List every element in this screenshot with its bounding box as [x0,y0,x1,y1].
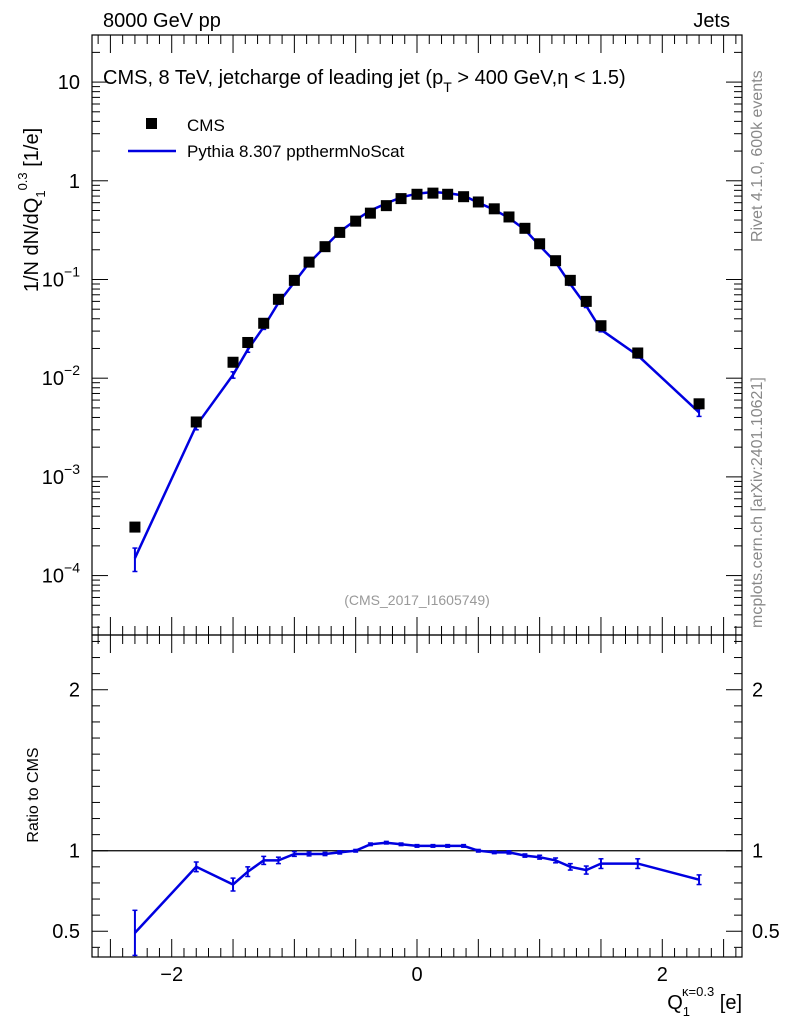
cms-data-point [350,215,362,227]
ratio-y-axis-label: Ratio to CMS [25,747,42,842]
rivet-version-label: Rivet 4.1.0, 600k events [749,70,766,242]
cms-data-point [472,196,484,208]
x-axis-label-sup: κ=0.3 [682,984,714,999]
main-y-tick-label: 10−1 [42,263,80,291]
mcplots-label: mcplots.cern.ch [arXiv:2401.10621] [749,377,766,628]
cms-data-point [534,238,546,250]
plot-title: CMS, 8 TeV, jetcharge of leading jet (pT… [103,67,626,95]
ratio-y-tick-label-right: 1 [752,841,763,863]
cms-data-point [364,207,376,219]
cms-data-point [380,200,392,212]
ratio-y-tick-label-right: 0.5 [752,921,780,943]
main-y-tick-label-base: 10 [42,566,64,588]
legend-data-marker [146,118,157,129]
cms-data-point [395,193,407,205]
x-axis-label-sub: 1 [683,1004,690,1019]
main-y-tick-label-exp: −2 [64,362,80,378]
cms-data-point [488,203,500,215]
main-y-tick-label-base: 10 [42,269,64,291]
cms-data-point [190,416,202,428]
header-left-label: 8000 GeV pp [103,10,221,32]
x-axis-label: Q1 κ=0.3 [e] [667,984,742,1019]
legend-mc-label: Pythia 8.307 ppthermNoScat [187,142,405,161]
main-y-tick-label: 10−4 [42,560,80,588]
cms-data-point [129,521,141,533]
ratio-y-tick-label-right: 2 [752,680,763,702]
plot-title-b: > 400 GeV, [452,67,557,89]
cms-data-point [242,336,254,348]
ratio-y-tick-label-left: 0.5 [52,921,80,943]
cms-data-point [227,356,239,368]
cms-data-point [693,398,705,410]
cms-data-point [458,191,470,203]
main-y-tick-label-exp: −4 [64,560,80,576]
ratio-y-tick-label-left: 2 [69,680,80,702]
ratio-plot-frame [91,634,743,958]
plot-title-eta: η [557,67,568,89]
plot-title-c: < 1.5) [568,67,625,89]
mc-series-line [133,190,700,559]
main-y-tick-label-base: 10 [58,72,80,94]
cms-data-point [503,211,515,223]
cms-data-point [427,187,439,199]
cms-data-point [580,295,592,307]
ratio-data-layer [132,840,702,957]
main-y-tick-label: 10 [58,72,80,94]
plot-title-a: CMS, 8 TeV, jetcharge of leading jet (p [103,67,443,89]
cms-data-point [595,320,607,332]
cms-data-point [334,226,346,238]
main-y-axis-label-sub: 1 [33,190,48,197]
cms-data-point [258,317,270,329]
ratio-x-tick-label: −2 [160,964,183,986]
main-y-tick-label-base: 10 [42,467,64,489]
ratio-series-line [133,841,700,934]
ratio-x-tick-label: 2 [657,964,668,986]
x-axis-label-a: Q [667,992,683,1014]
main-y-tick-label-base: 1 [69,171,80,193]
main-y-tick-label: 10−3 [42,461,80,489]
main-y-axis-label-sup: 0.3 [15,172,30,190]
main-data-layer [129,187,705,573]
cms-data-point [303,256,315,268]
legend-data-label: CMS [187,116,225,135]
main-y-tick-label: 1 [69,171,80,193]
cms-data-point [632,347,644,359]
plot-title-sub: T [443,79,452,95]
main-y-axis-label-a: 1/N dN/dQ [21,198,43,292]
main-y-tick-label-base: 10 [42,368,64,390]
ratio-axis-ticks: −2 0 2 0.5 0.5 1 1 2 2 [52,635,780,986]
main-y-axis-label-b: [1/e] [21,128,43,172]
main-y-axis-label: 1/N dN/dQ10.3 [1/e] [15,128,48,292]
main-y-tick-label: 10−2 [42,362,80,390]
cms-data-point [442,188,454,200]
header-right-label: Jets [693,10,730,32]
cms-data-point [288,274,300,286]
cms-data-point [564,274,576,286]
ratio-y-tick-label-left: 1 [69,841,80,863]
ratio-x-tick-label: 0 [411,964,422,986]
cms-data-point [272,293,284,305]
main-y-tick-label-exp: −3 [64,461,80,477]
x-axis-label-b: [e] [714,992,742,1014]
cms-data-point [319,241,331,253]
cms-data-point [550,255,562,267]
main-y-tick-label-exp: −1 [64,263,80,279]
cms-data-point [411,188,423,200]
cms-data-point [519,222,531,234]
analysis-watermark: (CMS_2017_I1605749) [344,592,490,608]
